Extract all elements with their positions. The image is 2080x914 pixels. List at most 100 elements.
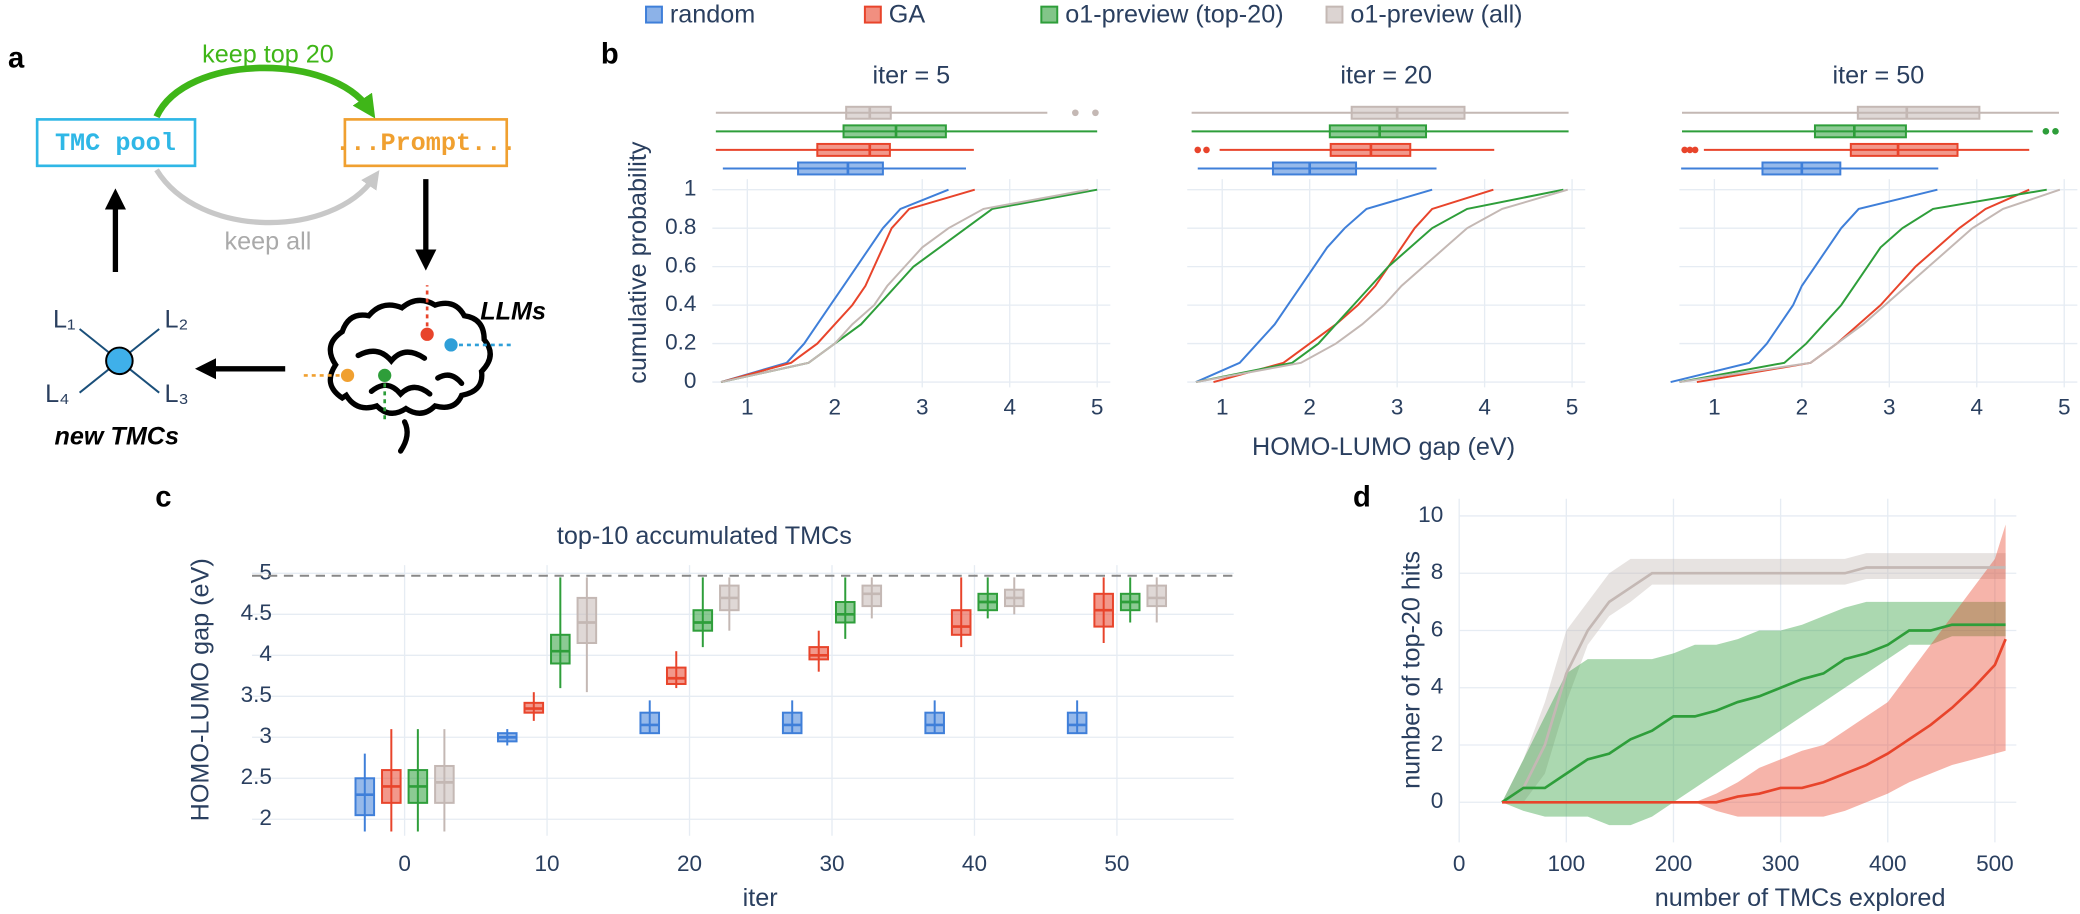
cdf-line	[1213, 188, 1494, 384]
x-tick-label: 0	[398, 851, 411, 876]
outlier	[2042, 128, 2050, 135]
box	[1813, 124, 1907, 139]
x-tick-label: 5	[2058, 395, 2071, 420]
x-tick-label: 0	[1453, 851, 1466, 876]
y-tick-label: 8	[1431, 559, 1444, 584]
llm-label: LLMs	[480, 298, 546, 326]
outlier	[1203, 146, 1210, 154]
box	[550, 633, 571, 665]
box	[1146, 584, 1168, 608]
cdf-line	[1195, 188, 1564, 384]
y-tick-label: 5	[259, 559, 272, 584]
legend-swatch	[1325, 5, 1344, 24]
legend-swatch	[1040, 5, 1059, 24]
legend-label: o1-preview (all)	[1350, 1, 1522, 29]
subplot-title: iter = 20	[1340, 62, 1432, 90]
y-tick-label: 2	[259, 805, 272, 830]
cdf-line	[1696, 188, 2030, 384]
x-tick-label: 20	[677, 851, 702, 876]
y-tick-label: 0	[684, 368, 697, 393]
box	[1271, 161, 1358, 176]
pool-label: TMC pool	[55, 129, 176, 158]
outlier	[1691, 146, 1699, 154]
molecule	[78, 328, 160, 394]
pool-box	[35, 118, 197, 168]
arrow-label: keep all	[225, 227, 312, 255]
box	[639, 711, 661, 735]
box	[1849, 142, 1959, 157]
cdf-line	[1195, 188, 1568, 384]
box	[781, 711, 803, 735]
new-label: new TMCs	[54, 422, 179, 450]
outlier	[1686, 146, 1694, 154]
line	[1502, 638, 2007, 804]
x-axis-title: number of TMCs explored	[1655, 884, 1946, 912]
y-tick-label: 0.4	[665, 291, 696, 316]
band	[1502, 601, 2006, 826]
x-tick-label: 30	[819, 851, 844, 876]
y-axis-title: number of top-20 hits	[1397, 551, 1425, 789]
ligand-label: L₁	[53, 306, 76, 334]
y-tick-label: 0.6	[665, 253, 696, 278]
box	[576, 596, 598, 644]
legend-label: GA	[889, 1, 926, 29]
prompt-box	[343, 118, 509, 168]
ligand-label: L₃	[164, 380, 188, 408]
legend-swatch	[863, 5, 882, 24]
cdf-line	[720, 188, 1098, 384]
y-tick-label: 6	[1431, 616, 1444, 641]
box	[434, 764, 455, 804]
ligand-label: L₄	[45, 380, 69, 408]
outlier	[1681, 146, 1688, 154]
cdf-line	[720, 188, 949, 384]
x-tick-label: 5	[1091, 395, 1104, 420]
node	[420, 327, 434, 341]
x-tick-label: 1	[741, 395, 754, 420]
y-tick-label: 1	[684, 176, 697, 201]
ligand-label: L₂	[164, 306, 188, 334]
box	[1066, 711, 1088, 735]
cdf-line	[1679, 188, 2047, 384]
chart-title: top-10 accumulated TMCs	[557, 522, 852, 550]
y-tick-label: 4.5	[241, 600, 272, 625]
subplot-title: iter = 50	[1833, 62, 1925, 90]
x-tick-label: 2	[829, 395, 842, 420]
band	[1502, 524, 2006, 817]
x-tick-label: 5	[1566, 395, 1579, 420]
y-tick-label: 0.8	[665, 214, 696, 239]
cdf-line	[720, 188, 1089, 384]
y-tick-label: 2	[1431, 731, 1444, 756]
y-tick-label: 4	[259, 641, 272, 666]
box	[354, 777, 376, 817]
box	[861, 584, 883, 608]
box	[797, 161, 884, 176]
arrow	[153, 64, 376, 119]
x-tick-label: 100	[1548, 851, 1586, 876]
panel-label: b	[601, 38, 619, 70]
arrow-label: keep top 20	[202, 40, 334, 68]
y-axis-title: cumulative probability	[624, 141, 652, 384]
y-tick-label: 4	[1431, 674, 1444, 699]
node	[378, 368, 392, 383]
panel-label: c	[155, 481, 171, 513]
legend-label: random	[670, 1, 755, 29]
x-tick-label: 400	[1869, 851, 1907, 876]
x-tick-label: 300	[1762, 851, 1800, 876]
y-tick-label: 0.2	[665, 330, 696, 355]
x-tick-label: 1	[1708, 395, 1721, 420]
arrow	[154, 168, 380, 226]
box	[1328, 124, 1428, 139]
cdf-line	[720, 188, 976, 384]
prompt-label: ...Prompt...	[335, 129, 516, 158]
line	[1501, 566, 2006, 804]
box	[808, 646, 830, 661]
x-tick-label: 4	[1003, 395, 1016, 420]
x-tick-label: 4	[1970, 395, 1983, 420]
box	[834, 601, 856, 624]
cdf-line	[1195, 188, 1433, 383]
outlier	[1194, 146, 1202, 154]
x-tick-label: 3	[916, 395, 929, 420]
box	[1856, 105, 1981, 120]
x-tick-label: 4	[1478, 395, 1491, 420]
